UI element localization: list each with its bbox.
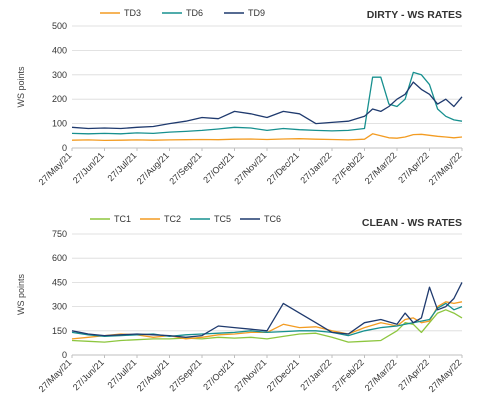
y-tick-label: 200 [52,94,67,104]
legend-label-td9: TD9 [248,8,265,18]
legend-label-tc6: TC6 [264,214,281,224]
x-tick-label: 27/Nov/21 [232,357,268,393]
x-tick-label: 27/Aug/21 [135,150,171,186]
x-tick-label: 27/Jul/21 [106,357,139,390]
y-tick-label: 0 [62,143,67,153]
y-tick-label: 450 [52,277,67,287]
series-line-td6 [71,71,463,135]
y-tick-label: 300 [52,70,67,80]
y-tick-label: 400 [52,45,67,55]
x-tick-label: 27/Mar/22 [363,150,399,186]
x-tick-label: 27/May/22 [427,357,464,394]
legend-label-tc5: TC5 [214,214,231,224]
x-tick-label: 27/Jun/21 [71,357,106,392]
series-line-tc1 [71,309,463,343]
y-tick-label: 0 [62,350,67,360]
chart-title: DIRTY - WS RATES [367,9,462,21]
chart-title: CLEAN - WS RATES [362,217,462,229]
x-tick-label: 27/Jul/21 [106,150,139,183]
y-tick-label: 750 [52,229,67,239]
series-line-tc2 [71,301,463,340]
x-tick-label: 27/Sep/21 [167,150,203,186]
x-tick-label: 27/Feb/22 [330,150,366,186]
y-axis-label: WS points [16,66,26,108]
x-tick-label: 27/Feb/22 [330,357,366,393]
x-tick-label: 27/Jan/22 [298,150,333,185]
dirty-ws-rates-chart: DIRTY - WS RATES WS points 0 100 200 300 400 50… [16,8,463,187]
x-tick-label: 27/Oct/21 [201,150,236,185]
legend-label-td6: TD6 [186,8,203,18]
x-tick-label: 27/Aug/21 [135,357,171,393]
legend-label-tc2: TC2 [164,214,181,224]
y-tick-label: 600 [52,253,67,263]
x-tick-label: 27/Dec/21 [265,357,301,393]
legend-label-tc1: TC1 [114,214,131,224]
y-axis-label: WS points [16,273,26,315]
x-tick-label: 27/Jun/21 [71,150,106,185]
x-tick-label: 27/Nov/21 [232,150,268,186]
x-tick-label: 27/Mar/22 [363,357,399,393]
x-tick-label: 27/Sep/21 [167,357,203,393]
clean-ws-rates-chart: CLEAN - WS RATES WS points 0 150 300 450 600 75… [16,214,463,394]
x-tick-label: 27/May/22 [427,150,464,187]
x-tick-label: 27/Dec/21 [265,150,301,186]
y-tick-label: 300 [52,302,67,312]
legend-label-td3: TD3 [124,8,141,18]
y-tick-label: 500 [52,21,67,31]
series-line-td3 [71,133,463,142]
x-tick-label: 27/May/21 [37,357,74,394]
y-tick-label: 150 [52,326,67,336]
series-line-td9 [71,81,463,130]
series-line-tc6 [71,282,463,338]
y-tick-label: 100 [52,119,67,129]
x-tick-label: 27/May/21 [37,150,74,187]
x-tick-label: 27/Oct/21 [201,357,236,392]
x-tick-label: 27/Jan/22 [298,357,333,392]
